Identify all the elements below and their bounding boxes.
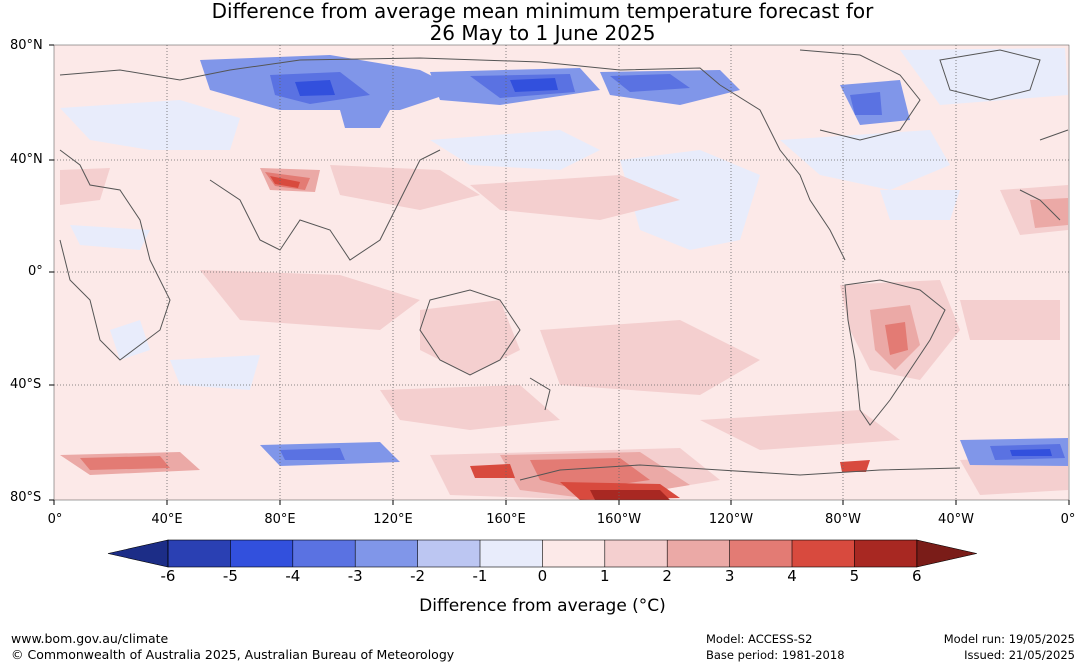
footer-base-period: Base period: 1981-2018 — [706, 648, 845, 662]
colorbar-tick-label: 2 — [662, 567, 672, 585]
lon-label-120w: 120°W — [708, 512, 754, 527]
lon-label-80w: 80°W — [825, 512, 861, 527]
colorbar-segment — [792, 540, 855, 567]
lon-label-120e: 120°E — [373, 512, 413, 527]
colorbar-segment — [355, 540, 419, 567]
footer-model: Model: ACCESS-S2 — [706, 632, 813, 646]
colorbar-segment — [542, 540, 606, 567]
colorbar-segment — [729, 540, 793, 567]
colorbar-segment — [480, 540, 543, 567]
map-plot-area — [54, 45, 1069, 500]
colorbar — [107, 539, 977, 568]
map-title-line1: Difference from average mean minimum tem… — [211, 0, 874, 23]
colorbar-segment — [168, 540, 231, 567]
colorbar-segment — [854, 540, 918, 567]
colorbar-extend-low — [107, 539, 169, 568]
lon-label-40w: 40°W — [938, 512, 974, 527]
footer-model-run: Model run: 19/05/2025 — [943, 632, 1075, 646]
lat-label-80s: 80°S — [10, 490, 42, 505]
lat-label-40s: 40°S — [10, 377, 42, 392]
lon-label-160w: 160°W — [596, 512, 642, 527]
lon-label-0-west: 0° — [47, 512, 63, 527]
anomaly-darkest-red — [590, 490, 670, 500]
footer-copyright: © Commonwealth of Australia 2025, Austra… — [11, 647, 455, 662]
map-title-line2: 26 May to 1 June 2025 — [429, 21, 656, 45]
lat-label-equator: 0° — [28, 264, 43, 279]
colorbar-tick-label: -3 — [347, 567, 363, 585]
lon-label-80e: 80°E — [264, 512, 296, 527]
lat-label-40n: 40°N — [10, 152, 43, 167]
lon-label-160e: 160°E — [486, 512, 526, 527]
anomaly-darkest-blue — [295, 78, 1052, 456]
gridlines — [54, 45, 1069, 500]
colorbar-tick-label: -1 — [472, 567, 488, 585]
colorbar-tick-label: 6 — [912, 567, 922, 585]
colorbar-segment — [417, 540, 481, 567]
axis-ticks — [49, 44, 1070, 505]
lon-label-40e: 40°E — [151, 512, 183, 527]
colorbar-tick-label: -4 — [285, 567, 301, 585]
lon-label-0-east: 0° — [1060, 512, 1076, 527]
colorbar-tick-label: 5 — [849, 567, 860, 585]
colorbar-tick-label: 0 — [537, 567, 548, 585]
colorbar-tick-label: -2 — [410, 567, 426, 585]
colorbar-segment — [230, 540, 294, 567]
colorbar-tick-label: 1 — [600, 567, 610, 585]
colorbar-segment — [292, 540, 356, 567]
colorbar-tick-label: 4 — [787, 567, 797, 585]
colorbar-segment — [667, 540, 731, 567]
lat-label-80n: 80°N — [10, 38, 43, 53]
colorbar-tick-label: -6 — [160, 567, 176, 585]
colorbar-label: Difference from average (°C) — [419, 596, 666, 616]
footer-issued: Issued: 21/05/2025 — [964, 648, 1075, 662]
colorbar-tick-label: 3 — [724, 567, 735, 585]
colorbar-tick-label: -5 — [222, 567, 238, 585]
coastlines — [59, 49, 1069, 481]
colorbar-extend-high — [916, 539, 977, 568]
footer-website: www.bom.gov.au/climate — [11, 631, 169, 646]
colorbar-segment — [604, 540, 668, 567]
anomaly-light-blue — [60, 48, 1068, 390]
